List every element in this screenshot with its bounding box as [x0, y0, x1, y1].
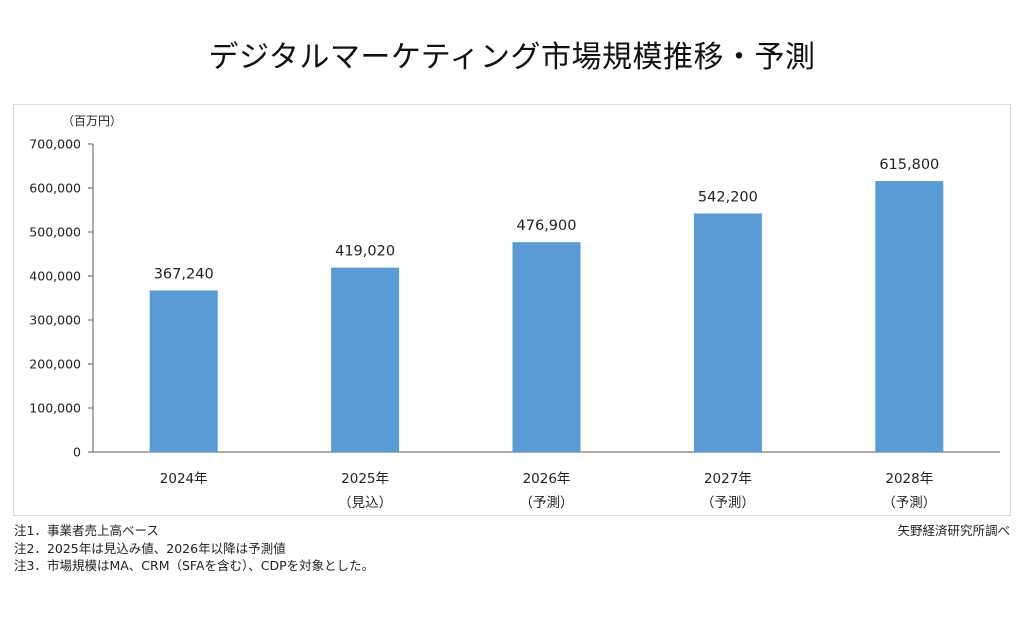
y-axis: （百万円） 0 100,000 200,000 300,000 400,000 500,00… [29, 114, 122, 460]
data-labels: 367,240 419,020 476,900 542,200 615,800 [154, 157, 940, 282]
bar-value-label: 476,900 [517, 218, 577, 234]
x-category-sublabel: （予測） [882, 495, 936, 511]
x-category-label: 2027年 [704, 471, 752, 487]
x-category-sublabel: （見込） [338, 495, 392, 511]
y-tick-label: 300,000 [29, 313, 81, 328]
chart-title: デジタルマーケティング市場規模推移・予測 [208, 40, 816, 75]
source-credit: 矢野経済研究所調べ [897, 523, 1010, 538]
x-category-label: 2026年 [523, 471, 571, 487]
x-category-sublabel: （予測） [520, 495, 574, 511]
bar-value-label: 542,200 [698, 189, 758, 205]
bar-value-label: 615,800 [879, 157, 939, 173]
x-category-label: 2024年 [160, 471, 208, 487]
y-tick-label: 400,000 [29, 269, 81, 284]
y-tick-label: 100,000 [29, 401, 81, 416]
note-2: 注2．2025年は見込み値、2026年以降は予測値 [14, 540, 286, 556]
chart-frame [13, 104, 1011, 516]
x-category-sublabel: （予測） [701, 495, 755, 511]
note-3: 注3．市場規模はMA、CRM（SFAを含む）、CDPを対象とした。 [14, 558, 375, 573]
y-tick-label: 200,000 [29, 357, 81, 372]
bars [149, 181, 944, 452]
x-category-label: 2025年 [341, 471, 389, 487]
x-category-label: 2028年 [885, 471, 933, 487]
bar-value-label: 367,240 [154, 266, 214, 282]
note-1: 注1．事業者売上高ベース [14, 523, 159, 538]
y-tick-label: 600,000 [29, 181, 81, 196]
y-tick-label: 0 [73, 445, 81, 460]
bar-1 [149, 290, 218, 452]
y-unit-label: （百万円） [62, 114, 122, 128]
bar-3 [512, 242, 581, 452]
bar-5 [875, 181, 944, 452]
y-tick-label: 500,000 [29, 225, 81, 240]
bar-value-label: 419,020 [335, 244, 395, 260]
bar-2 [331, 267, 400, 452]
x-axis: 2024年 2025年 （見込） 2026年 （予測） 2027年 （予測） 2028年 （予測… [93, 451, 1000, 511]
bar-4 [693, 213, 762, 452]
chart-notes: 注1．事業者売上高ベース 注2．2025年は見込み値、2026年以降は予測値 注… [14, 522, 374, 575]
y-tick-label: 700,000 [29, 137, 81, 152]
